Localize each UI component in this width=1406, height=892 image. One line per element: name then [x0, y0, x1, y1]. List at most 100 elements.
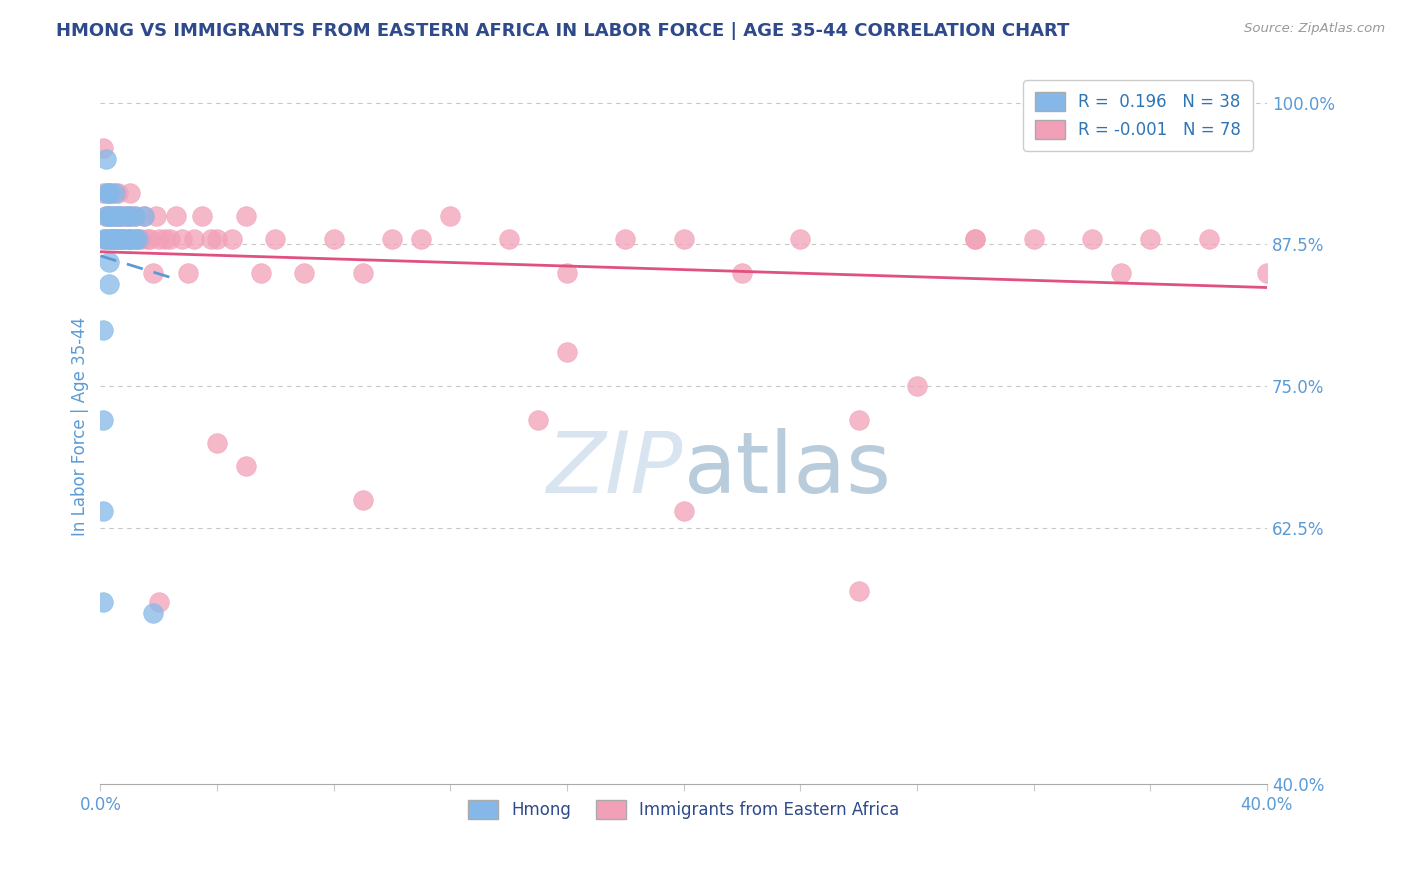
Point	[127, 232, 149, 246]
Point	[96, 186, 118, 201]
Point	[672, 232, 695, 246]
Point	[118, 232, 141, 246]
Point	[98, 209, 121, 223]
Point	[1226, 95, 1249, 110]
Point	[170, 232, 193, 246]
Point	[789, 232, 811, 246]
Point	[101, 186, 124, 201]
Point	[129, 232, 152, 246]
Point	[159, 232, 181, 246]
Point	[264, 232, 287, 246]
Point	[1081, 232, 1104, 246]
Point	[91, 504, 114, 518]
Point	[91, 595, 114, 609]
Point	[110, 209, 132, 223]
Point	[191, 209, 214, 223]
Point	[205, 436, 228, 450]
Point	[1198, 232, 1220, 246]
Point	[221, 232, 243, 246]
Point	[177, 266, 200, 280]
Point	[107, 232, 129, 246]
Text: atlas: atlas	[683, 427, 891, 510]
Point	[1139, 232, 1161, 246]
Point	[110, 232, 132, 246]
Point	[235, 458, 257, 473]
Point	[112, 209, 135, 223]
Point	[118, 209, 141, 223]
Point	[98, 232, 121, 246]
Point	[142, 266, 165, 280]
Y-axis label: In Labor Force | Age 35-44: In Labor Force | Age 35-44	[72, 317, 89, 536]
Point	[142, 607, 165, 621]
Point	[98, 232, 121, 246]
Point	[136, 232, 159, 246]
Point	[1198, 95, 1220, 110]
Point	[124, 209, 146, 223]
Point	[905, 379, 928, 393]
Point	[965, 232, 987, 246]
Point	[381, 232, 404, 246]
Point	[183, 232, 205, 246]
Point	[498, 232, 520, 246]
Point	[139, 232, 162, 246]
Point	[101, 232, 124, 246]
Point	[96, 209, 118, 223]
Point	[96, 153, 118, 167]
Point	[98, 254, 121, 268]
Point	[411, 232, 433, 246]
Point	[104, 232, 127, 246]
Point	[96, 232, 118, 246]
Text: ZIP: ZIP	[547, 427, 683, 510]
Point	[848, 413, 870, 427]
Point	[91, 141, 114, 155]
Point	[107, 186, 129, 201]
Point	[322, 232, 344, 246]
Point	[98, 209, 121, 223]
Point	[124, 232, 146, 246]
Point	[107, 209, 129, 223]
Point	[110, 232, 132, 246]
Point	[98, 186, 121, 201]
Point	[115, 209, 138, 223]
Point	[555, 266, 578, 280]
Point	[107, 209, 129, 223]
Point	[115, 209, 138, 223]
Point	[148, 232, 170, 246]
Point	[127, 232, 149, 246]
Point	[165, 209, 187, 223]
Point	[96, 232, 118, 246]
Legend: Hmong, Immigrants from Eastern Africa: Hmong, Immigrants from Eastern Africa	[461, 793, 907, 825]
Point	[104, 232, 127, 246]
Point	[527, 413, 550, 427]
Point	[848, 583, 870, 598]
Point	[101, 232, 124, 246]
Point	[98, 277, 121, 292]
Point	[101, 209, 124, 223]
Point	[101, 232, 124, 246]
Point	[110, 232, 132, 246]
Point	[118, 209, 141, 223]
Point	[249, 266, 271, 280]
Point	[439, 209, 461, 223]
Point	[124, 209, 146, 223]
Point	[1256, 266, 1278, 280]
Point	[132, 209, 155, 223]
Point	[91, 323, 114, 337]
Point	[148, 595, 170, 609]
Point	[118, 186, 141, 201]
Point	[965, 232, 987, 246]
Point	[91, 186, 114, 201]
Point	[104, 209, 127, 223]
Point	[91, 413, 114, 427]
Point	[1109, 266, 1132, 280]
Point	[104, 209, 127, 223]
Point	[132, 209, 155, 223]
Point	[200, 232, 222, 246]
Point	[112, 232, 135, 246]
Point	[104, 232, 127, 246]
Point	[352, 492, 374, 507]
Point	[112, 232, 135, 246]
Point	[98, 186, 121, 201]
Point	[118, 232, 141, 246]
Point	[672, 504, 695, 518]
